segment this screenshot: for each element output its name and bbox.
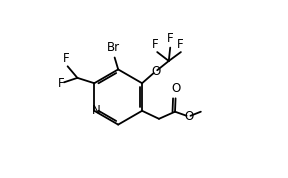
Text: O: O <box>151 65 160 78</box>
Text: O: O <box>184 110 194 123</box>
Text: F: F <box>167 32 174 46</box>
Text: N: N <box>92 104 101 117</box>
Text: Br: Br <box>107 41 120 54</box>
Text: F: F <box>63 51 69 65</box>
Text: F: F <box>152 38 158 51</box>
Text: O: O <box>171 82 180 95</box>
Text: F: F <box>58 77 65 90</box>
Text: F: F <box>176 38 183 51</box>
